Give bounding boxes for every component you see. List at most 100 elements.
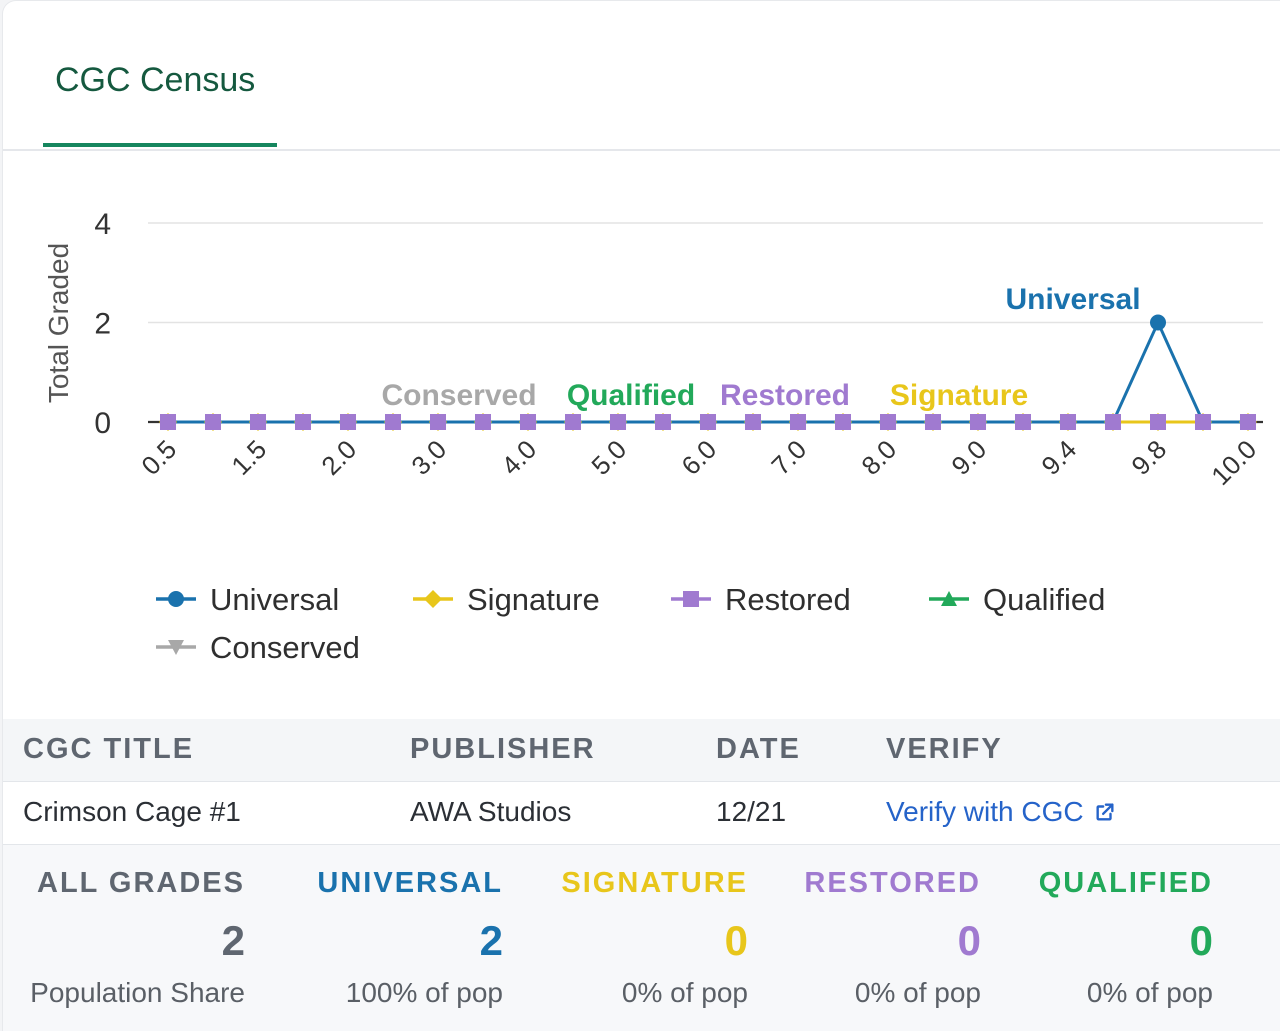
- data-point-restored: [340, 414, 356, 430]
- summary-share: 0% of pop: [621, 977, 748, 1008]
- summary-share: 100% of pop: [345, 977, 503, 1008]
- y-tick-label: 2: [94, 308, 111, 341]
- legend-item-qualified[interactable]: Qualified: [929, 582, 1105, 617]
- summary-label: UNIVERSAL: [317, 867, 503, 899]
- x-tick-label: 0.5: [135, 434, 182, 481]
- legend-marker: [941, 591, 957, 606]
- data-point-restored: [1105, 414, 1121, 430]
- summary-restored: RESTORED 0 0% of pop: [751, 845, 981, 1031]
- row-publisher: AWA Studios: [410, 796, 572, 827]
- x-tick-label: 7.0: [765, 434, 812, 481]
- legend-marker: [424, 590, 442, 608]
- summary-label: SIGNATURE: [561, 867, 748, 899]
- annotation-signature: Signature: [890, 379, 1028, 412]
- annotation-qualified: Qualified: [567, 379, 695, 412]
- legend-label: Conserved: [210, 630, 360, 665]
- summary-value: 0: [957, 917, 981, 964]
- x-tick-label: 5.0: [585, 434, 632, 481]
- summary-share: 0% of pop: [1086, 977, 1213, 1008]
- summary-value: 0: [1189, 917, 1213, 964]
- data-point-restored: [385, 414, 401, 430]
- summary-label: QUALIFIED: [1038, 867, 1213, 899]
- data-point-restored: [520, 414, 536, 430]
- summary-signature: SIGNATURE 0 0% of pop: [518, 845, 748, 1031]
- summary-value: 2: [221, 917, 245, 964]
- x-tick-label: 9.8: [1125, 434, 1172, 481]
- summary-value: 2: [479, 917, 503, 964]
- census-chart: 0 2 4 Total Graded 0.5 1.5 2.0 3.0 4.0 5.0 6.0 7.0 8…: [43, 208, 1263, 665]
- series-line-universal: [168, 318, 1248, 424]
- legend-label: Qualified: [983, 582, 1105, 617]
- x-tick-label: 3.0: [405, 434, 452, 481]
- data-point-restored: [250, 414, 266, 430]
- x-tick-label: 2.0: [315, 434, 362, 481]
- data-point-restored: [835, 414, 851, 430]
- data-point-restored: [565, 414, 581, 430]
- summary-share: Population Share: [30, 977, 245, 1008]
- data-point-restored: [1195, 414, 1211, 430]
- x-tick-label: 6.0: [675, 434, 722, 481]
- verify-link[interactable]: Verify with CGC: [886, 796, 1116, 828]
- x-tick-label: 10.0: [1205, 434, 1262, 491]
- header-publisher: PUBLISHER: [410, 733, 596, 765]
- x-tick-label: 4.0: [495, 434, 542, 481]
- data-point-restored: [745, 414, 761, 430]
- data-point-restored: [205, 414, 221, 430]
- population-summary: ALL GRADES 2 Population Share UNIVERSAL …: [3, 845, 1280, 1031]
- data-point-restored: [160, 414, 176, 430]
- data-point-restored: [475, 414, 491, 430]
- legend-marker: [683, 591, 699, 607]
- data-point-restored: [970, 414, 986, 430]
- data-point-restored: [925, 414, 941, 430]
- tab-label: CGC Census: [55, 61, 256, 99]
- external-link-icon: [1096, 803, 1114, 821]
- y-tick-label: 0: [94, 407, 111, 440]
- data-point-restored: [610, 414, 626, 430]
- x-tick-label: 1.5: [225, 434, 272, 481]
- data-point-restored: [655, 414, 671, 430]
- table-header: CGC TITLE PUBLISHER DATE VERIFY: [3, 719, 1280, 782]
- annotation-conserved: Conserved: [381, 379, 536, 412]
- x-tick-label: 8.0: [855, 434, 902, 481]
- y-axis-label: Total Graded: [43, 243, 74, 403]
- row-date: 12/21: [716, 796, 787, 827]
- annotation-universal: Universal: [1005, 283, 1140, 316]
- tab-cgc-census[interactable]: CGC Census: [43, 41, 277, 147]
- header-date: DATE: [716, 733, 801, 765]
- legend-item-restored[interactable]: Restored: [671, 582, 851, 617]
- data-point-restored: [295, 414, 311, 430]
- header-verify: VERIFY: [886, 733, 1003, 765]
- legend-label: Universal: [210, 582, 339, 617]
- data-point-restored: [1240, 414, 1256, 430]
- summary-value: 0: [724, 917, 748, 964]
- table-row: Crimson Cage #1 AWA Studios 12/21 Verify…: [3, 782, 1280, 845]
- summary-universal: UNIVERSAL 2 100% of pop: [273, 845, 503, 1031]
- data-point-universal: [1150, 314, 1166, 331]
- legend-label: Signature: [467, 582, 600, 617]
- summary-all-grades: ALL GRADES 2 Population Share: [15, 845, 245, 1031]
- summary-label: ALL GRADES: [37, 867, 245, 899]
- legend-marker: [168, 640, 184, 655]
- legend-item-universal[interactable]: Universal: [156, 582, 339, 617]
- x-tick-label: 9.4: [1035, 434, 1082, 481]
- legend-item-signature[interactable]: Signature: [413, 582, 600, 617]
- x-tick-label: 9.0: [945, 434, 992, 481]
- data-point-restored: [1015, 414, 1031, 430]
- data-point-restored: [430, 414, 446, 430]
- summary-label: RESTORED: [804, 867, 981, 899]
- tab-bar: CGC Census: [3, 1, 1280, 151]
- row-title: Crimson Cage #1: [23, 796, 241, 827]
- y-tick-label: 4: [94, 208, 111, 241]
- header-cgc-title: CGC TITLE: [23, 733, 195, 765]
- legend-item-conserved[interactable]: Conserved: [156, 630, 360, 665]
- data-point-restored: [1060, 414, 1076, 430]
- legend-marker: [168, 591, 184, 607]
- data-point-restored: [700, 414, 716, 430]
- data-point-restored: [880, 414, 896, 430]
- data-point-restored: [790, 414, 806, 430]
- verify-link-label: Verify with CGC: [886, 796, 1084, 827]
- summary-qualified: QUALIFIED 0 0% of pop: [983, 845, 1213, 1031]
- annotation-restored: Restored: [720, 379, 850, 412]
- legend-label: Restored: [725, 582, 851, 617]
